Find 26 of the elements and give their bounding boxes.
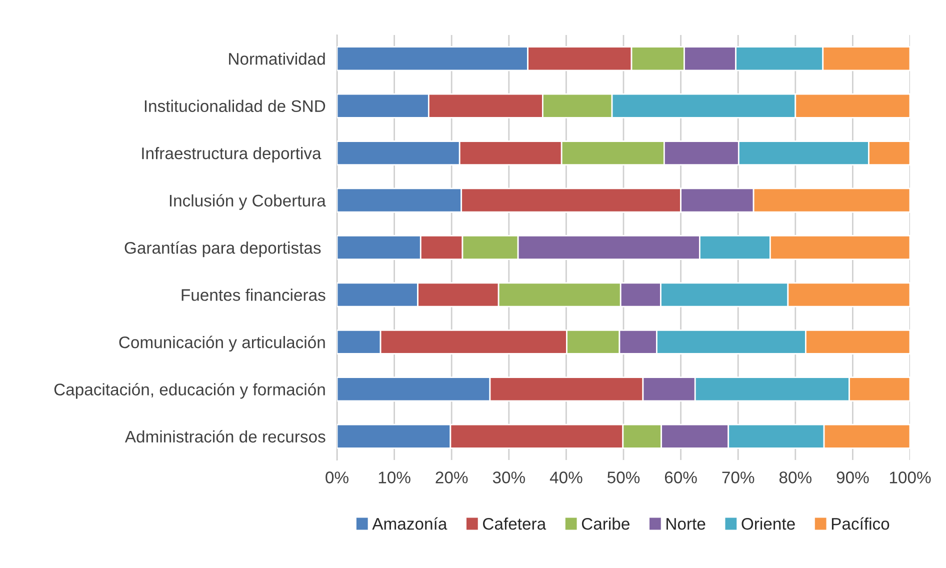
y-tick-label: Institucionalidad de SND: [144, 100, 326, 112]
x-tick-label: 50%: [607, 472, 640, 484]
y-tick-label: Inclusión y Cobertura: [170, 194, 326, 210]
legend-label: Caribe: [582, 518, 630, 530]
x-tick-label: 30%: [492, 472, 525, 484]
legend-label: Pacífico: [832, 517, 890, 530]
x-tick-label: 100%: [890, 472, 931, 484]
x-tick-label: 40%: [550, 472, 582, 484]
legend-label: Norte: [666, 518, 706, 530]
legend-label: Cafetera: [483, 518, 546, 530]
x-tick-label: 10%: [378, 472, 410, 484]
y-tick-label: Normatividad: [229, 52, 325, 65]
y-tick-label: Capacitación, educación y formación: [54, 383, 325, 399]
x-tick-label: 70%: [722, 472, 754, 484]
legend-label: Oriente: [742, 518, 795, 530]
x-tick-label: 80%: [779, 472, 812, 484]
y-tick-label: Garantías para deportistas: [124, 241, 321, 258]
y-tick-label: Fuentes financieras: [182, 288, 326, 301]
x-tick-label: 60%: [664, 472, 697, 484]
x-tick-label: 90%: [836, 472, 869, 484]
y-tick-label: Administración de recursos: [124, 430, 326, 443]
y-tick-label: Comunicación y articulación: [119, 336, 325, 352]
legend-label: Amazonía: [372, 517, 448, 530]
y-tick-label: Infraestructura deportiva: [142, 147, 322, 163]
x-tick-label: 20%: [436, 472, 468, 484]
x-tick-label: 0%: [326, 472, 348, 484]
